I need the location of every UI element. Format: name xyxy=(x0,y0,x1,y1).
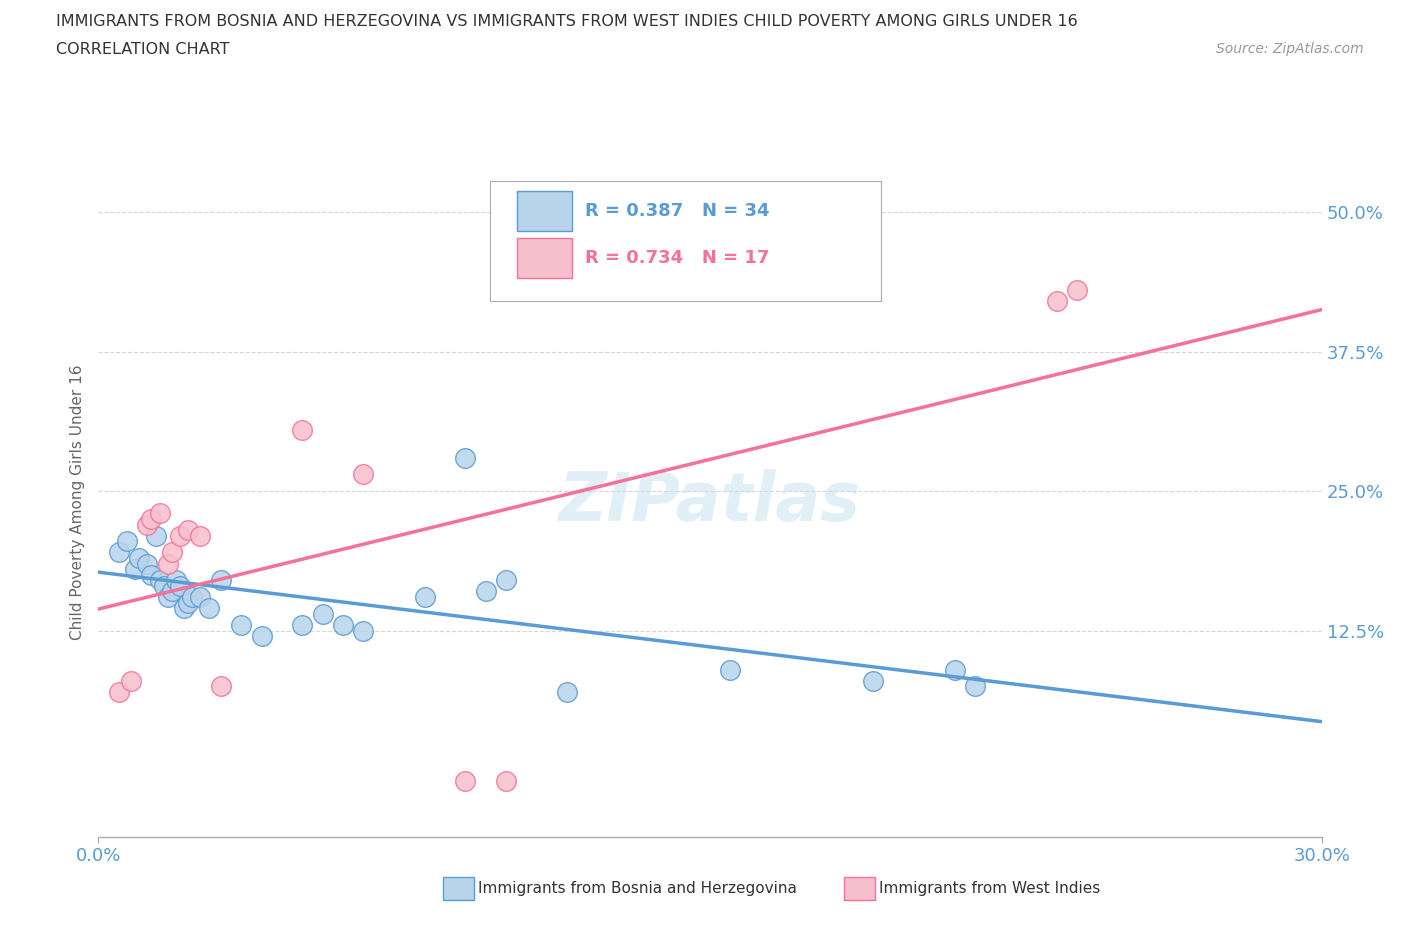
Point xyxy=(1066,283,1088,298)
Text: R = 0.734   N = 17: R = 0.734 N = 17 xyxy=(585,249,769,267)
FancyBboxPatch shape xyxy=(517,238,572,278)
Point xyxy=(352,467,374,482)
Point xyxy=(413,590,436,604)
Point xyxy=(108,545,131,560)
Point xyxy=(291,618,314,632)
Point xyxy=(145,528,167,543)
Point xyxy=(943,662,966,677)
Point xyxy=(495,573,517,588)
Point xyxy=(156,590,179,604)
Point xyxy=(495,774,517,789)
Point xyxy=(128,551,150,565)
Point xyxy=(115,534,138,549)
Point xyxy=(108,684,131,699)
FancyBboxPatch shape xyxy=(489,180,882,301)
Point xyxy=(149,573,172,588)
Point xyxy=(474,584,498,599)
Point xyxy=(718,662,742,677)
Point xyxy=(169,528,191,543)
Point xyxy=(156,556,179,571)
Point xyxy=(120,673,142,688)
Point xyxy=(197,601,219,616)
Point xyxy=(188,590,212,604)
Text: Immigrants from West Indies: Immigrants from West Indies xyxy=(879,881,1099,896)
Point xyxy=(181,590,204,604)
Point xyxy=(1045,294,1069,309)
Point xyxy=(332,618,354,632)
Point xyxy=(250,629,273,644)
Point xyxy=(177,523,200,538)
Point xyxy=(141,512,163,526)
Point xyxy=(136,556,159,571)
Point xyxy=(165,573,187,588)
Point xyxy=(862,673,884,688)
Point xyxy=(124,562,146,577)
Point xyxy=(312,606,335,621)
Point xyxy=(555,684,579,699)
Point xyxy=(209,573,232,588)
Point xyxy=(136,517,159,532)
Point xyxy=(454,774,477,789)
Y-axis label: Child Poverty Among Girls Under 16: Child Poverty Among Girls Under 16 xyxy=(69,365,84,640)
Text: CORRELATION CHART: CORRELATION CHART xyxy=(56,42,229,57)
Point xyxy=(169,578,191,593)
Point xyxy=(141,567,163,582)
Point xyxy=(291,422,314,437)
Point xyxy=(209,679,232,694)
Point xyxy=(160,584,183,599)
Point xyxy=(454,450,477,465)
Text: Source: ZipAtlas.com: Source: ZipAtlas.com xyxy=(1216,42,1364,56)
Point xyxy=(152,578,174,593)
Point xyxy=(231,618,253,632)
Point xyxy=(965,679,987,694)
Point xyxy=(177,595,200,610)
Text: Immigrants from Bosnia and Herzegovina: Immigrants from Bosnia and Herzegovina xyxy=(478,881,797,896)
FancyBboxPatch shape xyxy=(517,191,572,231)
Text: R = 0.387   N = 34: R = 0.387 N = 34 xyxy=(585,202,769,219)
Point xyxy=(149,506,172,521)
Text: IMMIGRANTS FROM BOSNIA AND HERZEGOVINA VS IMMIGRANTS FROM WEST INDIES CHILD POVE: IMMIGRANTS FROM BOSNIA AND HERZEGOVINA V… xyxy=(56,14,1078,29)
Point xyxy=(160,545,183,560)
Point xyxy=(188,528,212,543)
Text: ZIPatlas: ZIPatlas xyxy=(560,470,860,535)
Point xyxy=(173,601,195,616)
Point xyxy=(352,623,374,638)
